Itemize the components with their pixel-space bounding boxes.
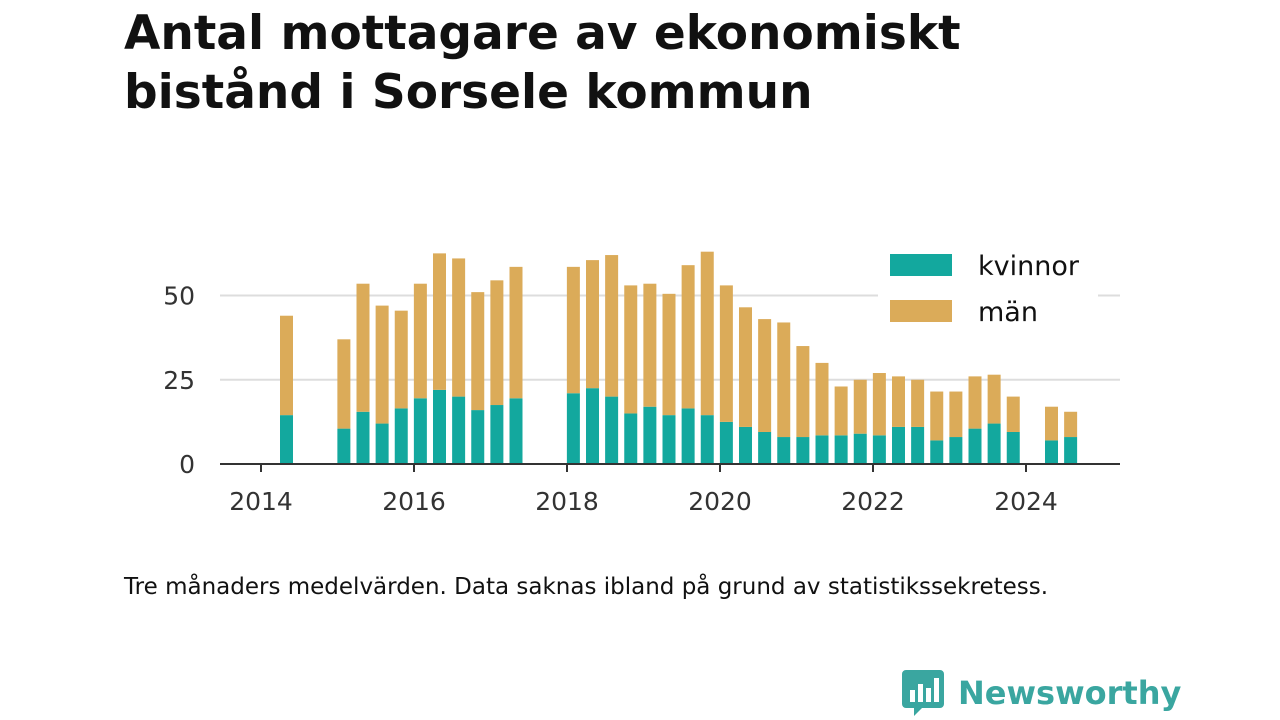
bar-kvinnor — [911, 426, 925, 464]
bar-kvinnor — [605, 396, 619, 464]
bar-kvinnor — [394, 408, 408, 464]
bar-kvinnor — [337, 428, 351, 464]
bar-kvinnor — [413, 398, 427, 464]
bar-kvinnor — [853, 433, 867, 464]
bar-kvinnor — [624, 413, 638, 464]
brand-name: Newsworthy — [958, 674, 1182, 712]
y-tick-label: 50 — [163, 282, 195, 311]
bar-kvinnor — [490, 405, 504, 464]
bar-kvinnor — [949, 437, 963, 464]
bar-man — [394, 310, 408, 409]
legend-label-kvinnor: kvinnor — [978, 251, 1080, 282]
bar-man — [739, 307, 752, 427]
bar-kvinnor — [375, 423, 389, 464]
bar-man — [911, 379, 925, 427]
tick-labels: 0 25 50 2014 2016 2018 2020 2022 2024 — [163, 282, 1058, 517]
x-tick-label: 2020 — [688, 487, 752, 516]
bar-kvinnor — [433, 389, 446, 464]
bar-man — [280, 315, 293, 416]
bar-man — [509, 266, 523, 399]
bar-man — [413, 283, 427, 399]
x-tick-label: 2022 — [841, 487, 905, 516]
footnote: Tre månaders medelvärden. Data saknas ib… — [124, 574, 1049, 600]
bar-man — [987, 374, 1001, 424]
bar-kvinnor — [471, 410, 485, 464]
bar-kvinnor — [739, 426, 752, 464]
bar-man — [356, 283, 370, 412]
bar-kvinnor — [815, 435, 829, 464]
bar-man — [853, 379, 867, 434]
bar-man — [758, 319, 772, 432]
y-tick-label: 0 — [179, 450, 195, 479]
bar-man — [586, 260, 599, 389]
bar-man — [1064, 411, 1078, 438]
bar-kvinnor — [719, 421, 733, 464]
newsworthy-logo-icon — [902, 670, 944, 716]
x-tick-label: 2024 — [994, 487, 1058, 516]
bar-man — [968, 376, 982, 429]
bar-man — [605, 255, 619, 397]
chart-title: Antal mottagare av ekonomiskt bistånd i … — [124, 6, 961, 120]
bar-kvinnor — [1006, 431, 1020, 464]
bar-kvinnor — [681, 408, 695, 464]
bar-kvinnor — [1064, 437, 1078, 464]
bar-man — [1045, 406, 1058, 441]
legend-swatch-kvinnor — [890, 254, 952, 276]
bar-man — [375, 305, 389, 424]
bar-kvinnor — [834, 435, 848, 464]
x-tick-label: 2014 — [229, 487, 293, 516]
bar-kvinnor — [643, 406, 657, 464]
bar-kvinnor — [700, 415, 714, 464]
bar-man — [815, 362, 829, 436]
bar-man — [834, 386, 848, 436]
newsworthy-logo: Newsworthy — [902, 668, 1181, 718]
bar-kvinnor — [566, 393, 580, 464]
bar-man — [471, 292, 485, 411]
bar-kvinnor — [872, 435, 886, 464]
bar-kvinnor — [892, 426, 905, 464]
bar-man — [930, 391, 944, 441]
bar-man — [624, 285, 638, 414]
bar-man — [1006, 396, 1020, 432]
bar-kvinnor — [662, 415, 676, 464]
x-tick-label: 2016 — [382, 487, 446, 516]
bar-man — [662, 293, 676, 416]
legend-label-man: män — [978, 297, 1038, 328]
bar-kvinnor — [987, 423, 1001, 464]
bar-kvinnor — [758, 431, 772, 464]
bar-kvinnor — [280, 415, 293, 464]
bar-man — [949, 391, 963, 438]
bar-man — [872, 373, 886, 436]
bar-man — [490, 280, 504, 406]
bar-kvinnor — [452, 396, 466, 464]
bar-kvinnor — [1045, 440, 1058, 464]
bar-man — [452, 258, 466, 397]
bar-man — [566, 266, 580, 394]
legend: kvinnor män — [878, 244, 1098, 336]
bar-kvinnor — [777, 437, 791, 464]
bar-kvinnor — [930, 440, 944, 464]
bar-man — [796, 346, 810, 438]
bar-man — [337, 339, 351, 429]
legend-swatch-man — [890, 300, 952, 322]
x-tick-label: 2018 — [535, 487, 599, 516]
bar-man — [433, 253, 446, 390]
bar-kvinnor — [968, 428, 982, 464]
bar-man — [700, 251, 714, 416]
bar-man — [719, 285, 733, 422]
bar-man — [892, 376, 905, 427]
bar-man — [777, 322, 791, 438]
bar-man — [643, 283, 657, 407]
bar-kvinnor — [586, 388, 599, 464]
bar-kvinnor — [509, 398, 523, 464]
bar-kvinnor — [356, 411, 370, 464]
bar-kvinnor — [796, 437, 810, 464]
stacked-bar-chart: 0 25 50 2014 2016 2018 2020 2022 2024 kvinnor mä… — [163, 244, 1120, 517]
bar-man — [681, 265, 695, 409]
y-tick-label: 25 — [163, 366, 195, 395]
bars — [280, 251, 1078, 464]
